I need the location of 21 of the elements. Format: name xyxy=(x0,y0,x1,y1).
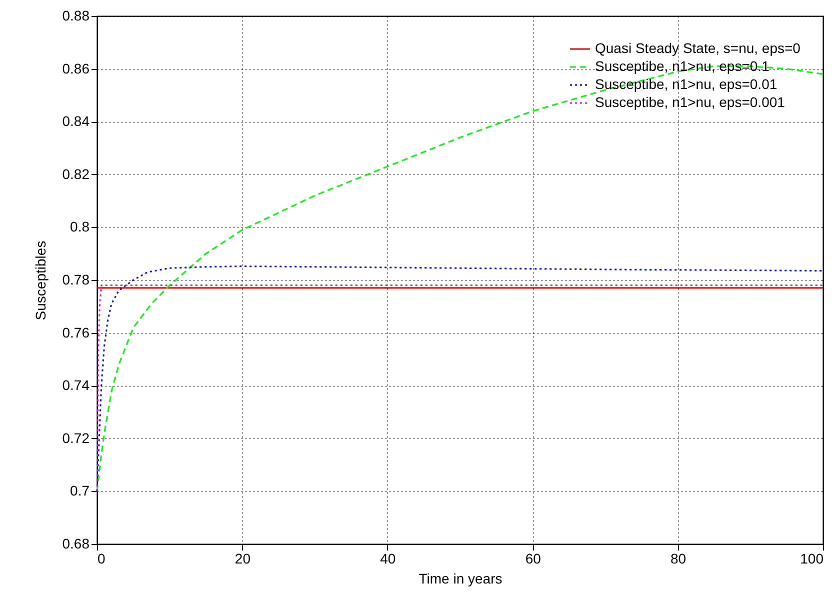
y-axis-title: Susceptibles xyxy=(32,240,48,320)
y-tick-label: 0.72 xyxy=(62,430,90,446)
y-tick-label: 0.74 xyxy=(62,377,90,394)
x-tick-label: 100 xyxy=(800,550,824,566)
x-tick-label: 60 xyxy=(525,550,542,566)
y-tick-label: 0.84 xyxy=(62,113,90,130)
legend-label: Susceptibe, n1>nu, eps=0.001 xyxy=(595,94,786,110)
y-tick-label: 0.7 xyxy=(70,482,90,499)
y-tick-label: 0.82 xyxy=(62,166,90,182)
x-tick-label: 0 xyxy=(98,550,106,566)
y-tick-label: 0.8 xyxy=(70,218,90,235)
x-tick-label: 40 xyxy=(380,550,396,566)
x-axis-title: Time in years xyxy=(418,570,502,586)
x-tick-label: 20 xyxy=(234,550,251,566)
y-tick-label: 0.86 xyxy=(62,60,90,76)
x-tick-label: 80 xyxy=(670,550,686,566)
y-tick-label: 0.78 xyxy=(62,272,90,288)
y-tick-label: 0.68 xyxy=(62,536,90,552)
y-tick-label: 0.88 xyxy=(62,8,90,24)
legend-label: Quasi Steady State, s=nu, eps=0 xyxy=(595,40,801,56)
y-tick-label: 0.76 xyxy=(62,324,90,340)
